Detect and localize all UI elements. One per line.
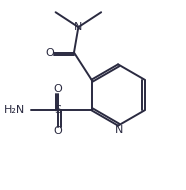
Text: H₂N: H₂N [4,105,25,115]
Text: O: O [54,84,63,94]
Text: S: S [55,105,62,115]
Text: O: O [54,126,63,136]
Text: N: N [74,22,83,32]
Text: N: N [115,124,123,135]
Text: O: O [46,48,54,58]
